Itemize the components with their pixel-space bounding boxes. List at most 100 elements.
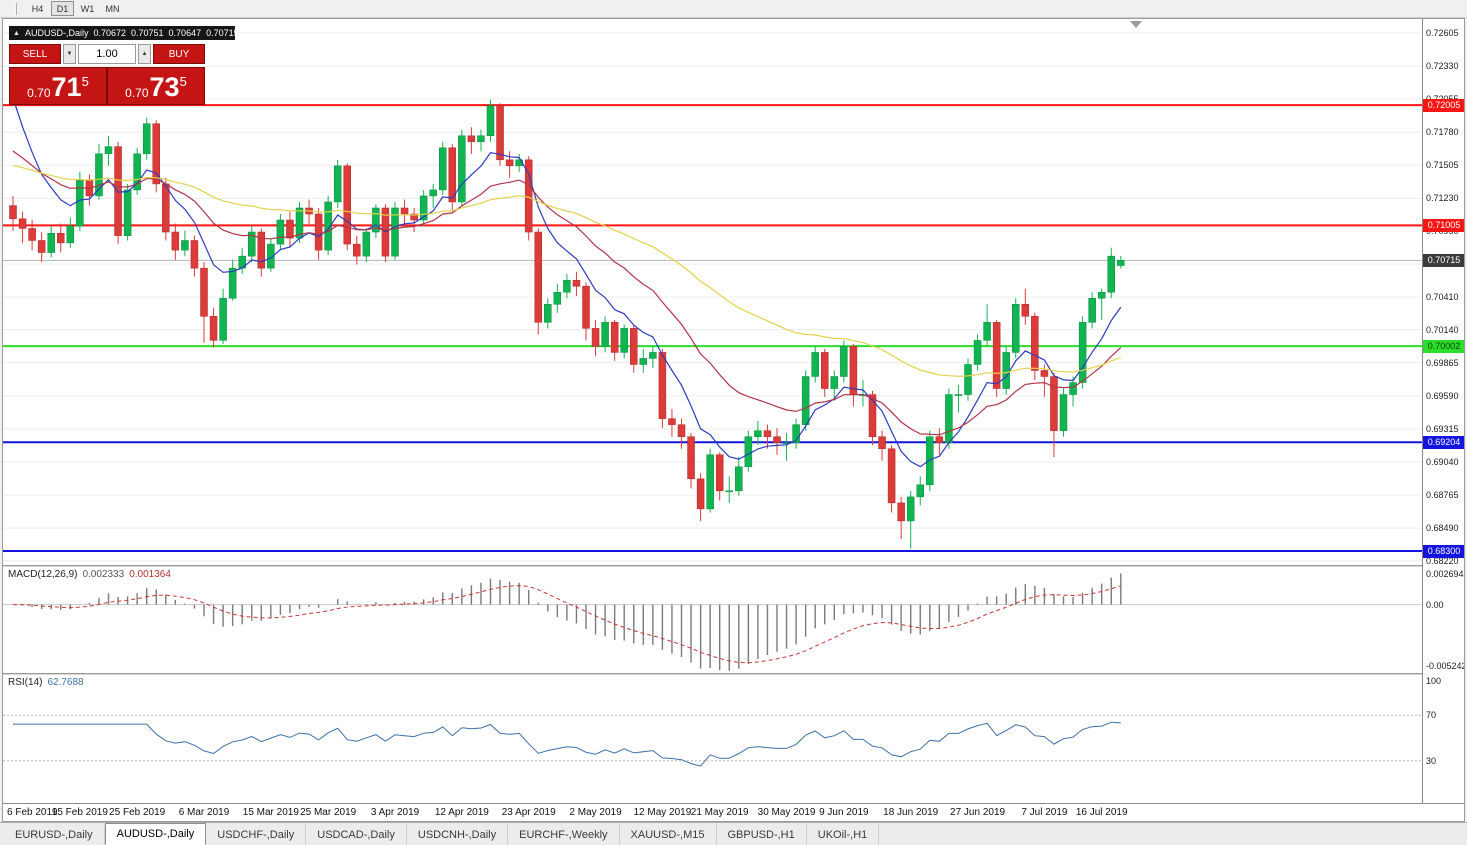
macd-main-value: 0.002333 bbox=[82, 569, 125, 580]
level-price-badge: 0.69204 bbox=[1423, 435, 1464, 449]
macd-title: MACD(12,26,9) 0.002333 0.001364 bbox=[8, 569, 171, 580]
chart-tab-usdcnh-daily[interactable]: USDCNH-,Daily bbox=[407, 825, 509, 845]
macd-indicator-area[interactable] bbox=[3, 567, 1422, 673]
collapse-arrow-icon[interactable]: ▲ bbox=[13, 29, 20, 37]
sell-price-big: 71 bbox=[51, 72, 82, 102]
chart-tab-usdchf-daily[interactable]: USDCHF-,Daily bbox=[206, 825, 307, 845]
price-tick-label: 0.69040 bbox=[1426, 456, 1459, 467]
chart-tab-usdcad-daily[interactable]: USDCAD-,Daily bbox=[306, 825, 407, 845]
price-tick-label: 0.70410 bbox=[1426, 292, 1459, 303]
current-price-badge: 0.70715 bbox=[1423, 253, 1464, 267]
price-tick-label: 0.72605 bbox=[1426, 27, 1459, 38]
timeframe-toolbar: H4 D1 W1 MN bbox=[0, 0, 1467, 18]
level-price-badge: 0.70002 bbox=[1423, 339, 1464, 353]
price-tick-label: 0.72330 bbox=[1426, 60, 1459, 71]
price-tick-label: 0.70140 bbox=[1426, 324, 1459, 335]
date-tick-label: 6 Feb 2019 bbox=[7, 807, 58, 818]
date-tick-label: 12 May 2019 bbox=[633, 807, 692, 818]
ohlc-close: 0.70715 bbox=[206, 28, 239, 38]
chart-ohlc-header[interactable]: ▲ AUDUSD-,Daily 0.70672 0.70751 0.70647 … bbox=[9, 26, 239, 40]
price-tick-label: 0.69590 bbox=[1426, 390, 1459, 401]
rsi-value: 62.7688 bbox=[47, 677, 84, 688]
rsi-axis-label: 30 bbox=[1426, 755, 1437, 766]
chart-tab-eurchf-weekly[interactable]: EURCHF-,Weekly bbox=[508, 825, 620, 845]
date-tick-label: 6 Mar 2019 bbox=[178, 807, 230, 818]
candles-layer bbox=[9, 99, 1125, 549]
rsi-title: RSI(14) 62.7688 bbox=[8, 677, 84, 688]
date-tick-label: 18 Jun 2019 bbox=[883, 807, 939, 818]
price-tick-label: 0.71230 bbox=[1426, 193, 1459, 204]
ohlc-open: 0.70672 bbox=[93, 28, 126, 38]
macd-label: MACD(12,26,9) bbox=[8, 569, 78, 580]
macd-axis-label: 0.00 bbox=[1426, 599, 1444, 610]
timeframe-button-mn[interactable]: MN bbox=[101, 1, 124, 16]
sell-price-prefix: 0.70 bbox=[27, 86, 51, 100]
moving-average-line-55 bbox=[12, 164, 1122, 378]
level-price-badge: 0.68300 bbox=[1423, 544, 1464, 558]
price-tick-label: 0.71780 bbox=[1426, 127, 1459, 138]
buy-button[interactable]: BUY bbox=[153, 44, 205, 64]
moving-average-line-8 bbox=[12, 97, 1122, 468]
chart-tab-bar: EURUSD-,Daily AUDUSD-,Daily USDCHF-,Daily U… bbox=[0, 822, 1467, 845]
volume-input[interactable] bbox=[78, 44, 136, 64]
date-tick-label: 7 Jul 2019 bbox=[1021, 807, 1068, 818]
spinner-down-icon: ▼ bbox=[66, 51, 73, 57]
price-tick-label: 0.69865 bbox=[1426, 357, 1459, 368]
macd-axis-label: 0.002694 bbox=[1426, 569, 1464, 579]
ohlc-high: 0.70751 bbox=[131, 28, 164, 38]
volume-decrease-button[interactable]: ▼ bbox=[63, 44, 76, 64]
price-axis[interactable]: 0.726050.723300.720550.717800.715050.712… bbox=[1422, 19, 1464, 803]
buy-price-display[interactable]: 0.70 73 5 bbox=[108, 68, 204, 104]
macd-signal-value: 0.001364 bbox=[129, 569, 171, 580]
chart-window: MACD(12,26,9) 0.002333 0.001364 RSI(14) 62.… bbox=[2, 18, 1465, 822]
buy-price-big: 73 bbox=[149, 72, 180, 102]
moving-average-line-21 bbox=[12, 150, 1122, 436]
timeframe-button-w1[interactable]: W1 bbox=[76, 1, 99, 16]
date-tick-label: 21 May 2019 bbox=[690, 807, 749, 818]
buy-price-prefix: 0.70 bbox=[125, 86, 149, 100]
macd-axis-label: -0.005242 bbox=[1426, 661, 1464, 671]
price-tick-label: 0.69315 bbox=[1426, 423, 1459, 434]
rsi-axis-label: 70 bbox=[1426, 710, 1437, 721]
chart-tab-ukoil-h1[interactable]: UKOil-,H1 bbox=[807, 825, 880, 845]
date-tick-label: 16 Jul 2019 bbox=[1075, 807, 1128, 818]
chart-shift-marker[interactable] bbox=[1130, 21, 1142, 28]
macd-signal-line bbox=[12, 585, 1121, 664]
one-click-trading-panel: ▲ AUDUSD-,Daily 0.70672 0.70751 0.70647 … bbox=[9, 26, 239, 105]
timeframe-button-d1[interactable]: D1 bbox=[51, 1, 74, 16]
rsi-axis-label: 100 bbox=[1426, 676, 1442, 686]
rsi-indicator-area[interactable] bbox=[3, 675, 1422, 803]
date-tick-label: 27 Jun 2019 bbox=[950, 807, 1006, 818]
date-tick-label: 9 Jun 2019 bbox=[819, 807, 869, 818]
date-tick-label: 2 May 2019 bbox=[569, 807, 622, 818]
chart-tab-xauusd-m15[interactable]: XAUUSD-,M15 bbox=[620, 825, 717, 845]
rsi-label: RSI(14) bbox=[8, 677, 43, 688]
sell-price-display[interactable]: 0.70 71 5 bbox=[10, 68, 106, 104]
trade-controls-row: SELL ▼ ▲ BUY bbox=[9, 44, 235, 64]
price-tick-label: 0.68490 bbox=[1426, 523, 1459, 534]
date-tick-label: 30 May 2019 bbox=[757, 807, 816, 818]
price-chart-area[interactable] bbox=[3, 19, 1422, 565]
chart-tab-gbpusd-h1[interactable]: GBPUSD-,H1 bbox=[717, 825, 807, 845]
chart-tab-audusd-daily[interactable]: AUDUSD-,Daily bbox=[104, 823, 207, 845]
panel-divider[interactable] bbox=[3, 673, 1464, 675]
timeframe-button-h4[interactable]: H4 bbox=[26, 1, 49, 16]
date-axis[interactable]: 6 Feb 2019 15 Feb 2019 25 Feb 2019 6 Mar 20… bbox=[3, 803, 1464, 821]
level-price-badge: 0.71005 bbox=[1423, 218, 1464, 232]
sell-button[interactable]: SELL bbox=[9, 44, 61, 64]
price-tick-label: 0.71505 bbox=[1426, 160, 1459, 171]
panel-divider[interactable] bbox=[3, 565, 1464, 567]
level-price-badge: 0.72005 bbox=[1423, 98, 1464, 112]
volume-increase-button[interactable]: ▲ bbox=[138, 44, 151, 64]
macd-histogram bbox=[21, 573, 1122, 671]
price-tick-label: 0.68765 bbox=[1426, 490, 1459, 501]
ohlc-low: 0.70647 bbox=[168, 28, 202, 38]
sell-price-sup: 5 bbox=[81, 74, 89, 89]
trade-prices-row: 0.70 71 5 0.70 73 5 bbox=[9, 67, 205, 105]
date-tick-label: 3 Apr 2019 bbox=[370, 807, 420, 818]
chart-symbol-title: AUDUSD-,Daily bbox=[24, 28, 89, 38]
chart-tab-eurusd-daily[interactable]: EURUSD-,Daily bbox=[4, 825, 105, 845]
toolbar-grip[interactable] bbox=[14, 2, 17, 15]
date-tick-label: 15 Feb 2019 bbox=[51, 807, 108, 818]
